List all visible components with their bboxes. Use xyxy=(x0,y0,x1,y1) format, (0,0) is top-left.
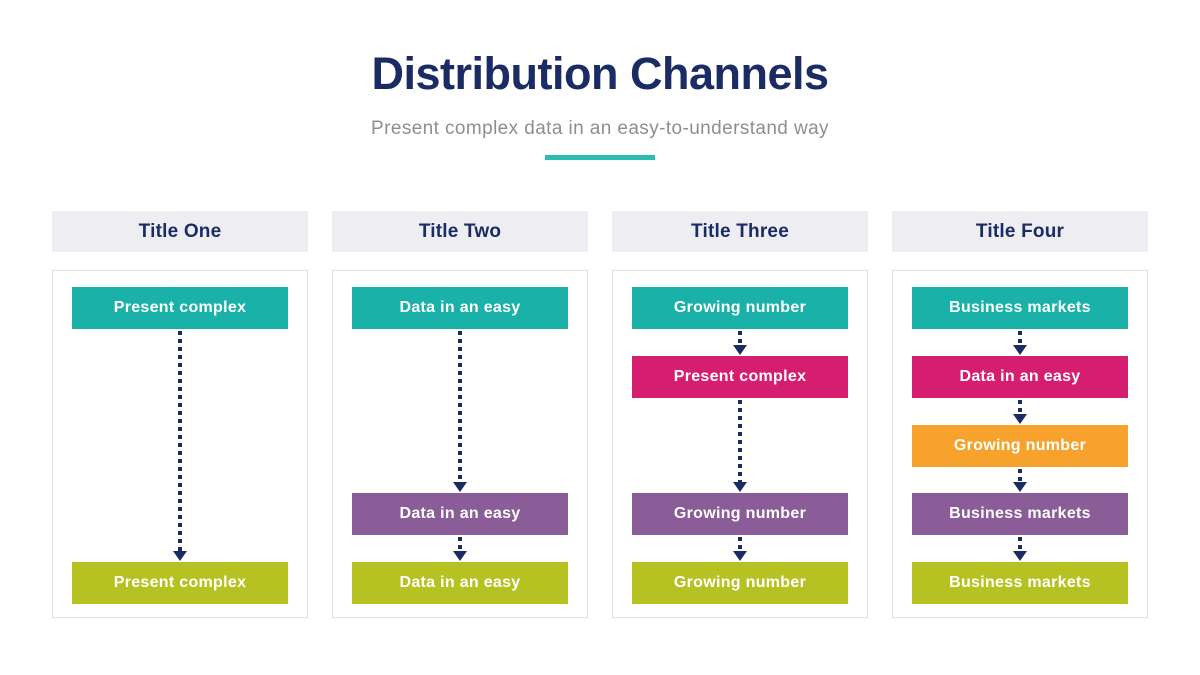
distribution-column: Title One Present complex Present complex xyxy=(52,211,308,618)
flow-step-bar: Present complex xyxy=(72,287,288,329)
dotted-arrow xyxy=(893,329,1147,356)
arrow-line xyxy=(458,537,462,551)
flow-step-bar: Business markets xyxy=(912,287,1128,329)
page-subtitle: Present complex data in an easy-to-under… xyxy=(371,118,829,139)
flow-step-bar: Present complex xyxy=(632,355,848,398)
distribution-column: Title Two Data in an easy Data in an easy D… xyxy=(332,211,588,618)
arrow-down-icon xyxy=(1013,551,1027,561)
column-title: Title One xyxy=(52,211,308,252)
column-panel: Present complex Present complex xyxy=(52,270,308,618)
column-title: Title Three xyxy=(612,211,868,252)
dotted-arrow xyxy=(613,329,867,356)
column-panel: Business markets Data in an easy Growing n… xyxy=(892,270,1148,618)
flow-step-bar: Growing number xyxy=(912,424,1128,467)
dotted-arrow xyxy=(893,535,1147,562)
dotted-arrow xyxy=(53,329,307,562)
arrow-down-icon xyxy=(733,551,747,561)
distribution-column: Title Four Business markets Data in an eas… xyxy=(892,211,1148,618)
dotted-arrow xyxy=(613,398,867,494)
dotted-arrow xyxy=(893,398,1147,425)
flow-step-bar: Data in an easy xyxy=(352,287,568,329)
arrow-line xyxy=(458,331,462,483)
arrow-down-icon xyxy=(173,551,187,561)
flow-step-bar: Growing number xyxy=(632,287,848,329)
dotted-arrow xyxy=(333,329,587,493)
arrow-line xyxy=(1018,468,1022,483)
arrow-line xyxy=(1018,331,1022,345)
page-title: Distribution Channels xyxy=(371,48,829,99)
dotted-arrow xyxy=(333,535,587,562)
arrow-line xyxy=(1018,537,1022,551)
flow-step-bar: Data in an easy xyxy=(352,493,568,536)
flow-step-bar: Growing number xyxy=(632,493,848,536)
arrow-down-icon xyxy=(453,482,467,493)
arrow-line xyxy=(178,331,182,551)
arrow-line xyxy=(738,331,742,345)
flow-step-bar: Business markets xyxy=(912,562,1128,604)
column-panel: Data in an easy Data in an easy Data in an… xyxy=(332,270,588,618)
column-panel: Growing number Present complex Growing num… xyxy=(612,270,868,618)
arrow-line xyxy=(738,399,742,483)
arrow-down-icon xyxy=(733,482,747,493)
arrow-down-icon xyxy=(733,344,747,355)
arrow-line xyxy=(1018,399,1022,414)
accent-divider xyxy=(545,155,655,160)
distribution-column: Title Three Growing number Present complex… xyxy=(612,211,868,618)
arrow-down-icon xyxy=(1013,344,1027,355)
arrow-down-icon xyxy=(453,551,467,561)
flow-step-bar: Present complex xyxy=(72,562,288,604)
flow-step-bar: Growing number xyxy=(632,562,848,604)
flow-step-bar: Business markets xyxy=(912,493,1128,536)
flow-step-bar: Data in an easy xyxy=(912,355,1128,398)
arrow-down-icon xyxy=(1013,413,1027,424)
flow-step-bar: Data in an easy xyxy=(352,562,568,604)
column-title: Title Four xyxy=(892,211,1148,252)
dotted-arrow xyxy=(893,467,1147,494)
column-title: Title Two xyxy=(332,211,588,252)
arrow-down-icon xyxy=(1013,482,1027,493)
dotted-arrow xyxy=(613,535,867,562)
arrow-line xyxy=(738,537,742,551)
